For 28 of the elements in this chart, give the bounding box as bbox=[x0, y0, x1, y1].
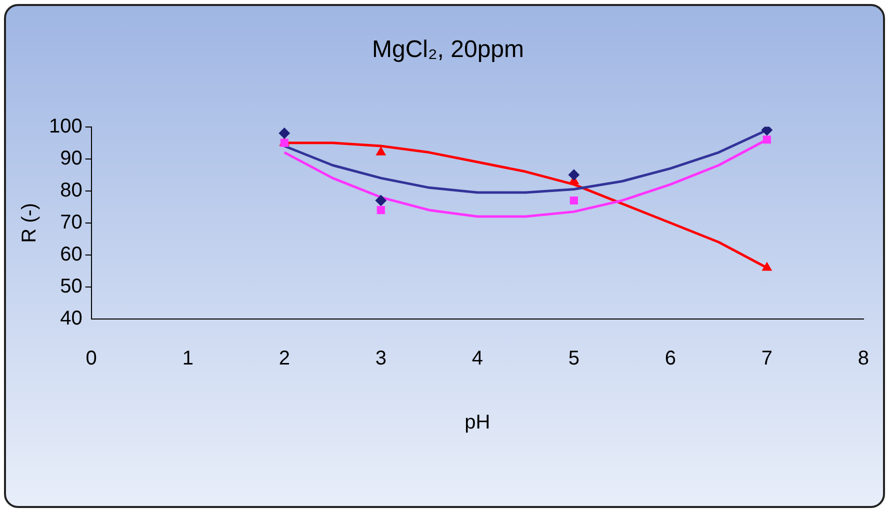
y-axis-title: R (-) bbox=[18, 202, 41, 243]
point bbox=[568, 169, 580, 180]
point bbox=[762, 262, 772, 271]
point bbox=[278, 128, 290, 139]
x-tick-label: 5 bbox=[568, 348, 580, 370]
y-tick-label: 80 bbox=[60, 179, 82, 202]
point bbox=[375, 194, 386, 206]
x-tick-label: 7 bbox=[761, 348, 772, 370]
point bbox=[570, 196, 578, 205]
y-tick-label: 40 bbox=[60, 308, 82, 330]
x-axis-title: pH bbox=[464, 412, 490, 434]
y-tick-label: 60 bbox=[60, 243, 82, 266]
point bbox=[376, 206, 385, 214]
point bbox=[376, 146, 386, 156]
x-tick-label: 8 bbox=[858, 348, 869, 370]
y-tick-label: 100 bbox=[48, 115, 82, 138]
chart-title: MgCl₂, 20ppm bbox=[372, 36, 524, 64]
y-tick-label: 50 bbox=[60, 275, 82, 298]
y-tick-label: 70 bbox=[60, 211, 82, 234]
point bbox=[761, 126, 772, 136]
x-tick-label: 1 bbox=[182, 348, 194, 370]
y-tick-label: 90 bbox=[60, 147, 82, 170]
x-tick-label: 0 bbox=[86, 348, 97, 370]
x-tick-label: 3 bbox=[375, 348, 386, 370]
x-tick-label: 6 bbox=[664, 348, 676, 370]
x-tick-label: 2 bbox=[278, 348, 290, 370]
x-tick-label: 4 bbox=[472, 348, 483, 370]
point bbox=[762, 136, 771, 144]
